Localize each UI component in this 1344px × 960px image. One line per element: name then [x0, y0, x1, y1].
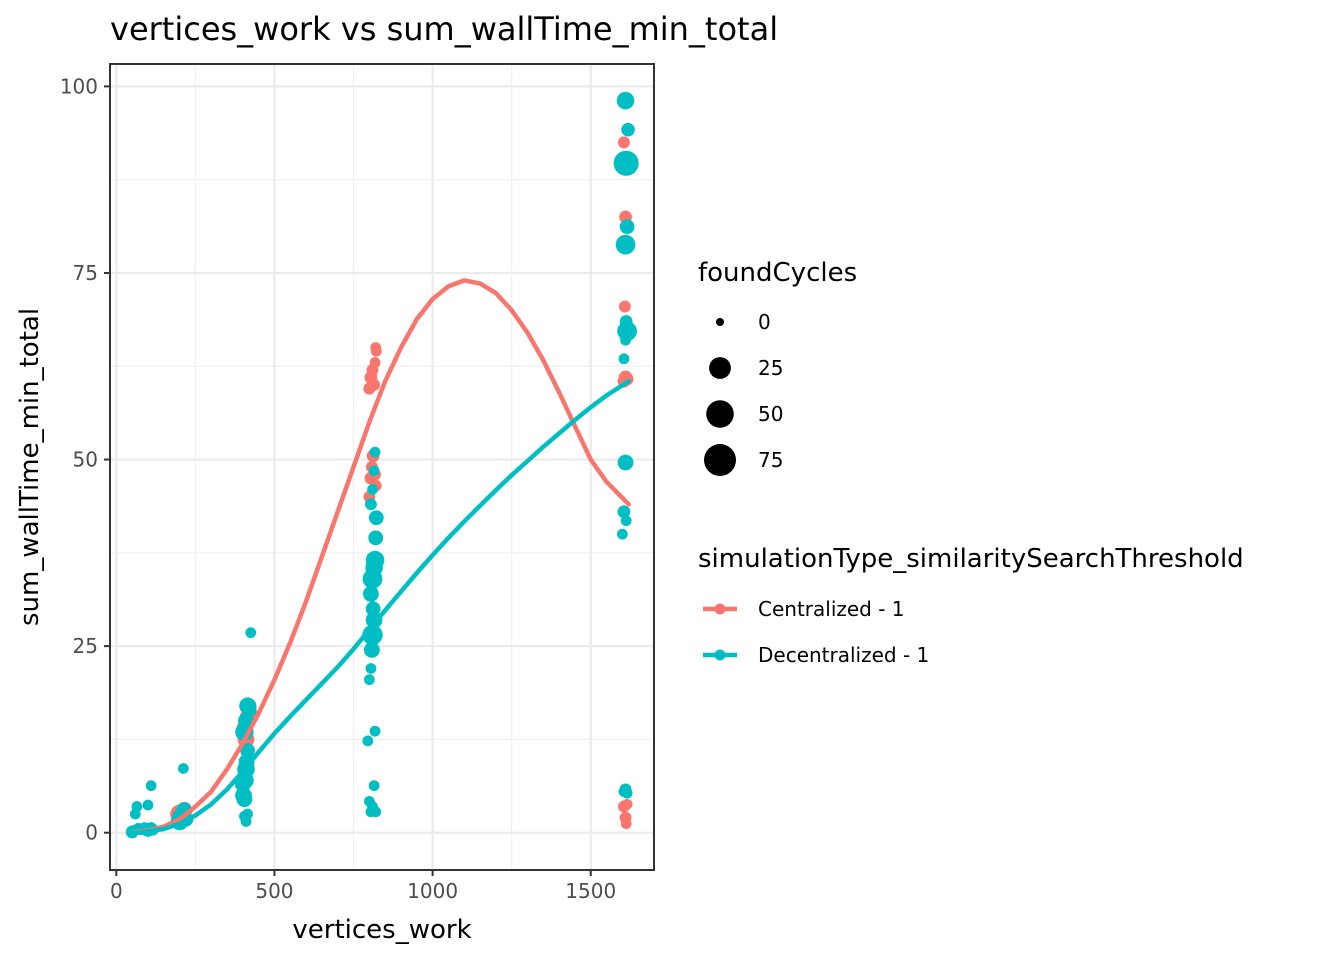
data-point-decentralized: [362, 735, 374, 747]
data-point-decentralized: [619, 219, 635, 235]
trend-line-centralized: [133, 278, 631, 835]
data-point-decentralized: [364, 498, 377, 511]
color-legend-label: Centralized - 1: [758, 597, 905, 621]
data-point-decentralized: [615, 234, 636, 255]
data-point-decentralized: [613, 150, 639, 176]
plot-background: [110, 64, 654, 870]
data-point-centralized: [618, 300, 631, 313]
data-point-decentralized: [616, 91, 635, 110]
trend-line-decentralized: [133, 378, 631, 835]
x-tick-label: 1500: [565, 879, 616, 903]
x-axis-title: vertices_work: [292, 915, 471, 945]
color-legend-dot: [714, 649, 726, 661]
grid-minor: [110, 64, 654, 870]
data-point-centralized: [370, 345, 382, 357]
data-point-decentralized: [365, 550, 385, 570]
data-point-decentralized: [240, 743, 255, 758]
x-tick-label: 1000: [407, 879, 458, 903]
y-tick-label: 75: [73, 261, 98, 285]
data-point-decentralized: [369, 446, 381, 458]
data-point-decentralized: [368, 465, 380, 477]
data-point-centralized: [368, 378, 381, 391]
data-point-decentralized: [368, 510, 384, 526]
data-point-decentralized: [617, 454, 634, 471]
data-point-decentralized: [368, 780, 380, 792]
plot-border: [109, 63, 655, 871]
y-tick-label: 0: [85, 821, 98, 845]
x-axis-ticks: 0 500 1000 1500: [110, 870, 616, 903]
data-point-decentralized: [238, 753, 255, 770]
size-legend-label: 0: [758, 310, 771, 334]
data-point-decentralized: [145, 780, 157, 792]
data-point-decentralized: [617, 505, 631, 519]
data-point-decentralized: [365, 601, 381, 617]
data-point-decentralized: [365, 663, 377, 674]
y-tick-label: 25: [73, 634, 98, 658]
trend-lines: [133, 278, 631, 835]
size-legend-key: [704, 444, 736, 476]
y-tick-label: 50: [73, 448, 98, 472]
size-legend: foundCycles 0 25 50 75: [698, 258, 857, 476]
data-point-decentralized: [367, 484, 378, 495]
color-legend-title: simulationType_similaritySearchThreshold: [698, 544, 1244, 574]
x-tick-label: 500: [255, 879, 293, 903]
data-point-decentralized: [363, 674, 375, 686]
data-point-decentralized: [142, 799, 154, 811]
color-legend: simulationType_similaritySearchThreshold…: [698, 544, 1244, 667]
data-point-decentralized: [621, 787, 633, 799]
data-point-decentralized: [131, 801, 143, 812]
data-point-centralized: [617, 136, 630, 149]
grid-major: [110, 64, 654, 870]
plot-panel: [109, 63, 655, 871]
data-point-centralized: [621, 798, 633, 810]
data-point-decentralized: [245, 627, 257, 639]
data-point-decentralized: [242, 808, 253, 820]
size-legend-key: [716, 318, 724, 326]
size-legend-label: 25: [758, 356, 783, 380]
data-point-decentralized: [177, 763, 189, 774]
data-point-centralized: [620, 818, 632, 830]
y-tick-label: 100: [60, 74, 98, 98]
color-legend-dot: [714, 603, 726, 615]
color-legend-label: Decentralized - 1: [758, 643, 929, 667]
size-legend-title: foundCycles: [698, 258, 857, 288]
size-legend-label: 75: [758, 448, 783, 472]
size-legend-key: [709, 357, 731, 379]
data-point-decentralized: [369, 725, 381, 737]
data-point-decentralized: [368, 530, 384, 546]
chart-title: vertices_work vs sum_wallTime_min_total: [110, 10, 778, 48]
data-point-decentralized: [363, 585, 379, 602]
size-legend-key: [706, 400, 734, 428]
data-point-decentralized: [236, 791, 253, 808]
data-point-decentralized: [618, 353, 630, 365]
data-point-decentralized: [616, 528, 628, 540]
data-point-decentralized: [619, 315, 633, 328]
size-legend-label: 50: [758, 402, 783, 426]
data-point-decentralized: [363, 641, 380, 658]
data-point-decentralized: [370, 806, 382, 818]
y-axis-ticks: 0 25 50 75 100: [60, 74, 110, 845]
x-tick-label: 0: [110, 879, 123, 903]
y-axis-title: sum_wallTime_min_total: [15, 308, 45, 626]
data-point-decentralized: [620, 515, 632, 527]
data-point-centralized: [369, 357, 381, 368]
data-point-decentralized: [621, 122, 635, 137]
data-point-decentralized: [241, 702, 257, 717]
